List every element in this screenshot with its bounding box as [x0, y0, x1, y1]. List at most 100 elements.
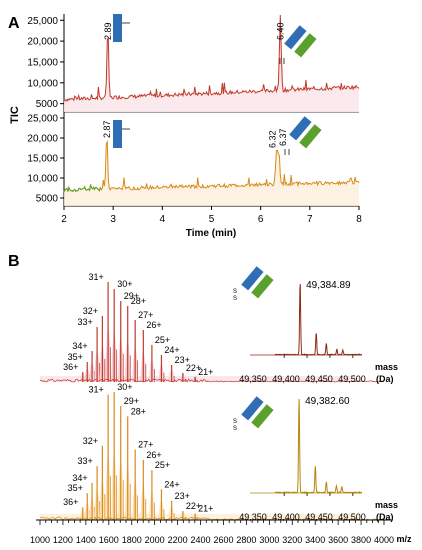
x-tick-label: 3 [110, 214, 116, 225]
charge-state-label: 23+ [175, 355, 190, 365]
chromatogram-y-ticks: 5000 10,000 15,000 20,000 25,000 5000 10,000 15… [27, 16, 64, 205]
y-tick-label: 15,000 [27, 154, 58, 165]
inset-tick-label: 49,350 [239, 374, 267, 384]
inset-unit-label: (Da) [376, 512, 394, 522]
svg-text:S: S [233, 419, 237, 425]
peak-label: 2.87 [102, 120, 112, 138]
mass-spectra [39, 282, 385, 521]
mz-tick-label: 3400 [305, 535, 325, 545]
y-tick-label: 5000 [36, 194, 59, 205]
mz-axis-label: m/z [396, 534, 412, 544]
y-tick-label: 10,000 [27, 78, 58, 89]
charge-state-label: 36+ [63, 497, 78, 507]
y-tick-label: 20,000 [27, 37, 58, 48]
charge-state-label: 25+ [155, 335, 170, 345]
y-tick-label: 15,000 [27, 57, 58, 68]
svg-text:S: S [233, 426, 237, 432]
inset-tick-label: 49,350 [239, 512, 267, 522]
charge-state-label: 30+ [117, 279, 132, 289]
y-tick-label: 5000 [36, 99, 59, 110]
deconvolved-trace [274, 398, 363, 495]
inset-tick-label: 49,450 [305, 374, 333, 384]
panel-label-a: A [8, 15, 20, 32]
chromatogram-x-label: Time (min) [186, 228, 236, 239]
deconvolution-insets: 49,384.89 49,350 49,400 49,450 49,500 mass (Da… [239, 280, 398, 522]
y-tick-label: 25,000 [27, 114, 58, 125]
mz-tick-label: 2000 [145, 535, 165, 545]
charge-state-label: 21+ [198, 504, 213, 514]
mz-tick-label: 2600 [213, 535, 233, 545]
charge-state-label: 30+ [117, 382, 132, 392]
deconvolved-mass-label: 49,382.60 [305, 396, 350, 407]
trace-fill [64, 15, 359, 112]
charge-state-label: 33+ [77, 456, 92, 466]
y-tick-label: 10,000 [27, 174, 58, 185]
charge-state-label: 23+ [175, 491, 190, 501]
inset-tick-label: 49,400 [272, 374, 300, 384]
charge-state-label: 29+ [124, 396, 139, 406]
mz-axis: 1000 1200 1400 1600 1800 2000 2200 2400 2600 2800… [30, 519, 394, 545]
trace-fill [64, 141, 359, 206]
mz-tick-label: 1200 [53, 535, 73, 545]
mz-tick-label: 3000 [259, 535, 279, 545]
mz-tick-label: 1000 [30, 535, 50, 545]
charge-state-label: 34+ [72, 473, 87, 483]
inset-tick-label: 49,500 [338, 512, 366, 522]
mz-tick-label: 3800 [351, 535, 371, 545]
charge-state-label: 31+ [88, 385, 103, 395]
charge-state-label: 24+ [164, 479, 179, 489]
charge-state-label: 21+ [198, 367, 213, 377]
antibody-icon [279, 25, 317, 64]
mz-tick-label: 1800 [122, 535, 142, 545]
x-tick-label: 8 [356, 214, 362, 225]
chromatogram-y-label: TIC [9, 106, 21, 124]
charge-state-label: 25+ [155, 460, 170, 470]
charge-state-label: 32+ [83, 436, 98, 446]
peak-label: 6.40 [275, 22, 285, 40]
y-tick-label: 20,000 [27, 134, 58, 145]
charge-state-labels: 36+35+34+33+32+31+30+29+28+27+26+25+24+2… [63, 272, 213, 514]
svg-text:S: S [233, 289, 237, 295]
mz-tick-label: 1600 [99, 535, 119, 545]
mz-tick-label: 2200 [168, 535, 188, 545]
half-antibody-icon [113, 14, 130, 42]
charge-state-label: 24+ [164, 345, 179, 355]
antibody-icon [284, 116, 322, 155]
charge-state-label: 31+ [88, 272, 103, 282]
charge-state-label: 26+ [146, 320, 161, 330]
charge-state-label: 28+ [131, 296, 146, 306]
charge-state-label: 35+ [68, 352, 83, 362]
inset-tick-label: 49,450 [305, 512, 333, 522]
x-tick-label: 7 [307, 214, 313, 225]
mz-tick-label: 3200 [282, 535, 302, 545]
deconvolved-mass-label: 49,384.89 [306, 280, 351, 291]
inset-axis-label: mass [375, 500, 398, 510]
svg-text:S: S [233, 296, 237, 302]
reduced-antibody-icon: S S [233, 266, 274, 302]
charge-state-label: 35+ [68, 483, 83, 493]
charge-state-label: 29+ [124, 291, 139, 301]
reduced-antibody-icon: S S [233, 396, 274, 432]
charge-state-label: 28+ [131, 406, 146, 416]
chromatogram-x-ticks: 2 3 4 5 6 7 8 [61, 206, 362, 225]
x-tick-label: 2 [61, 214, 67, 225]
charge-state-label: 22+ [186, 501, 201, 511]
x-tick-label: 4 [160, 214, 166, 225]
chromatogram-trace [63, 139, 360, 193]
chromatogram-trace-start [63, 184, 101, 193]
peak-label: 2.89 [103, 22, 113, 40]
charge-state-label: 22+ [186, 363, 201, 373]
peak-label: 6.32 [267, 130, 277, 148]
chromatogram-peak-labels: 2.89 6.40 2.87 6.32 6.37 [102, 22, 288, 148]
mz-tick-label: 4000 [374, 535, 394, 545]
spectrum-baseline [39, 378, 385, 383]
charge-state-label: 32+ [83, 306, 98, 316]
y-tick-label: 25,000 [27, 16, 58, 27]
inset-unit-label: (Da) [376, 374, 394, 384]
x-tick-label: 6 [258, 214, 264, 225]
chromatogram-trace [63, 14, 360, 102]
x-tick-label: 5 [209, 214, 215, 225]
charge-state-label: 36+ [63, 362, 78, 372]
panel-label-b: B [8, 253, 20, 270]
